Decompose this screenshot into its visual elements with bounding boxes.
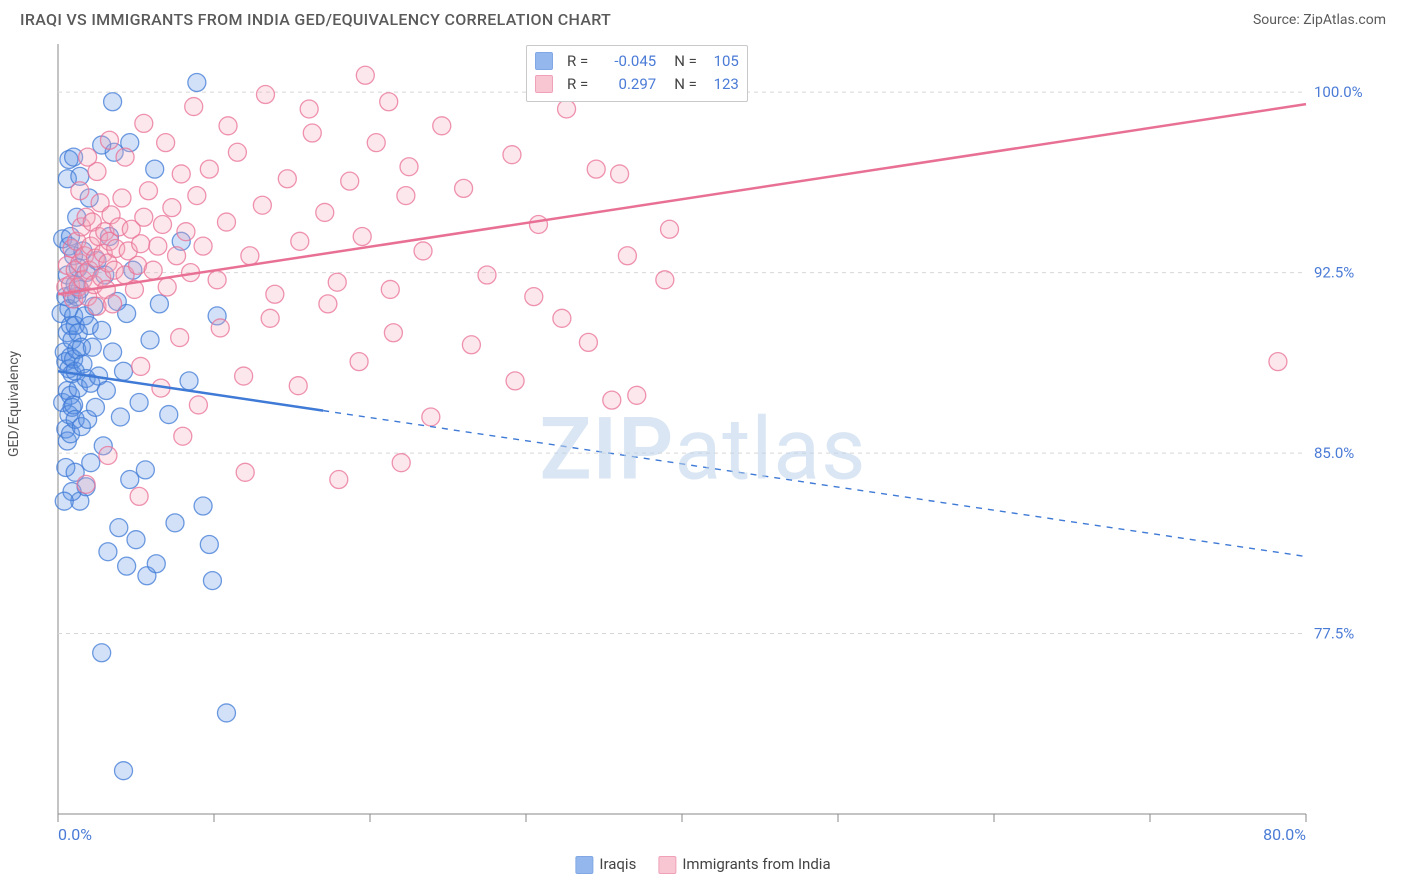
stats-row: R = -0.045 N = 105 — [535, 50, 739, 73]
source-label: Source: ZipAtlas.com — [1253, 12, 1386, 28]
legend-label-iraqis: Iraqis — [599, 855, 636, 873]
bottom-legend: Iraqis Immigrants from India — [575, 855, 830, 874]
svg-text:92.5%: 92.5% — [1314, 264, 1354, 282]
legend-item-india: Immigrants from India — [658, 855, 830, 874]
svg-text:80.0%: 80.0% — [1263, 825, 1306, 844]
stats-n-value: 123 — [705, 73, 739, 96]
y-axis-label: GED/Equivalency — [6, 351, 22, 457]
stats-swatch — [535, 52, 553, 70]
swatch-iraqis — [575, 856, 593, 874]
legend-item-iraqis: Iraqis — [575, 855, 636, 874]
legend-label-india: Immigrants from India — [682, 855, 830, 873]
stats-n-label: N = — [674, 73, 697, 96]
stats-r-label: R = — [567, 50, 588, 73]
chart-title: IRAQI VS IMMIGRANTS FROM INDIA GED/EQUIV… — [20, 10, 611, 29]
stats-n-label: N = — [674, 50, 697, 73]
stats-row: R = 0.297 N = 123 — [535, 73, 739, 96]
chart-svg: 77.5% 85.0% 92.5% 100.0% 0.0% 80.0% — [20, 42, 1386, 872]
svg-text:85.0%: 85.0% — [1314, 444, 1354, 462]
stats-r-value: -0.045 — [596, 50, 656, 73]
stats-r-value: 0.297 — [596, 73, 656, 96]
stats-r-label: R = — [567, 73, 588, 96]
svg-text:100.0%: 100.0% — [1314, 83, 1363, 101]
swatch-india — [658, 856, 676, 874]
chart-area: GED/Equivalency ZIPatlas 77.5%85.0%92.5%… — [20, 42, 1386, 872]
svg-text:0.0%: 0.0% — [58, 825, 92, 844]
svg-text:77.5%: 77.5% — [1314, 625, 1354, 643]
stats-swatch — [535, 75, 553, 93]
stats-legend-box: R = -0.045 N = 105 R = 0.297 N = 123 — [526, 45, 748, 102]
stats-n-value: 105 — [705, 50, 739, 73]
